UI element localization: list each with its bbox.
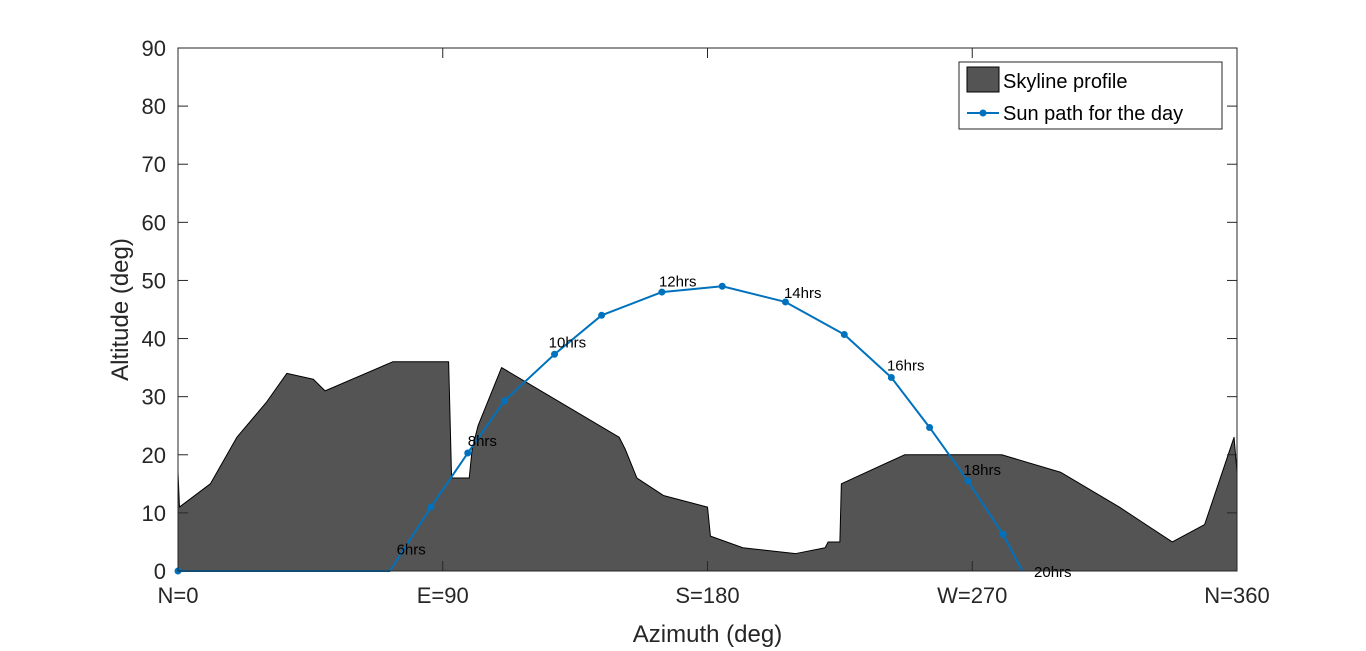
hour-annotation: 18hrs <box>963 462 1001 479</box>
x-axis-label: Azimuth (deg) <box>633 621 782 648</box>
y-tick-label: 30 <box>142 385 166 410</box>
sun-path-point <box>840 330 848 338</box>
sun-path-point <box>658 288 666 296</box>
sun-path-layer <box>174 282 1024 575</box>
sun-path-point <box>999 530 1007 538</box>
sun-path-markers <box>174 282 1007 575</box>
x-tick-label: E=90 <box>417 583 469 608</box>
y-tick-label: 50 <box>142 268 166 293</box>
x-tick-label: N=360 <box>1204 583 1269 608</box>
hour-annotation: 14hrs <box>784 285 822 302</box>
y-tick-label: 90 <box>142 36 166 61</box>
skyline-area <box>177 361 1238 572</box>
sun-path-point <box>964 477 972 485</box>
legend-box <box>958 61 1223 130</box>
sun-path-point <box>464 449 472 457</box>
y-tick-label: 0 <box>154 559 166 584</box>
hour-annotation: 16hrs <box>887 358 925 375</box>
legend-marker-sun <box>979 109 987 117</box>
x-tick-label: W=270 <box>937 583 1007 608</box>
sun-path-point <box>781 298 789 306</box>
hour-annotations: 6hrs 8hrs 10hrs 12hrs 14hrs 16hrs 18hrs 20hrs <box>397 273 1072 581</box>
y-tick-label: 70 <box>142 152 166 177</box>
y-axis-ticks: 0 10 20 30 40 50 60 70 80 90 <box>142 36 1237 584</box>
sun-path-point <box>887 373 895 381</box>
sun-path-point <box>718 282 726 290</box>
legend-label-sun: Sun path for the day <box>1003 103 1183 125</box>
x-axis-ticks: N=0 E=90 S=180 W=270 N=360 <box>158 48 1270 608</box>
skyline-layer <box>177 361 1238 572</box>
y-axis-label: Altitude (deg) <box>107 238 134 381</box>
x-tick-label: S=180 <box>675 583 739 608</box>
y-tick-label: 20 <box>142 443 166 468</box>
sun-path-point <box>926 423 934 431</box>
hour-annotation: 12hrs <box>659 273 697 290</box>
hour-annotation: 6hrs <box>397 542 426 559</box>
sun-path-point <box>501 397 509 405</box>
x-tick-label: N=0 <box>158 583 199 608</box>
y-tick-label: 10 <box>142 501 166 526</box>
sun-path-line <box>178 285 1024 572</box>
sun-path-point <box>551 350 559 358</box>
sun-path-point <box>598 311 606 319</box>
hour-annotation: 20hrs <box>1034 564 1072 581</box>
sun-path-point <box>427 503 435 511</box>
legend-swatch-skyline <box>966 66 1000 93</box>
legend: Skyline profile Sun path for the day <box>958 61 1223 130</box>
y-tick-label: 40 <box>142 327 166 352</box>
y-tick-label: 60 <box>142 210 166 235</box>
y-tick-label: 80 <box>142 94 166 119</box>
hour-annotation: 10hrs <box>549 334 587 351</box>
hour-annotation: 8hrs <box>468 433 497 450</box>
legend-label-skyline: Skyline profile <box>1003 71 1128 93</box>
